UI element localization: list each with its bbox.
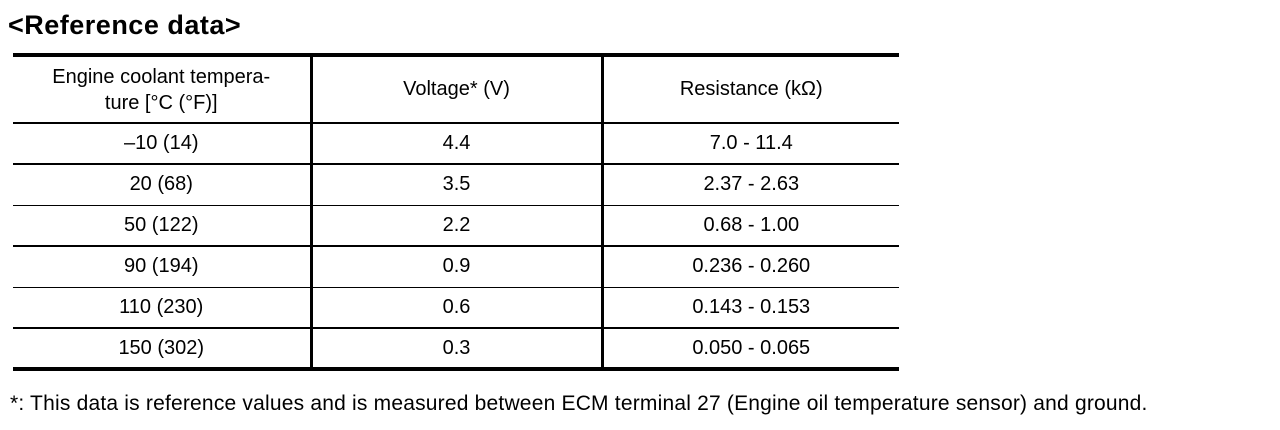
cell-temperature: –10 (14) (13, 123, 311, 165)
table-header-row: Engine coolant tempera- ture [°C (°F)] V… (13, 55, 899, 124)
cell-voltage: 0.3 (309, 328, 602, 369)
cell-voltage: 3.5 (309, 164, 602, 206)
column-header-resistance: Resistance (kΩ) (600, 55, 899, 124)
column-header-temperature: Engine coolant tempera- ture [°C (°F)] (13, 55, 311, 124)
cell-voltage: 2.2 (309, 205, 602, 247)
cell-voltage: 0.6 (309, 287, 602, 329)
table-row: –10 (14) 4.4 7.0 - 11.4 (13, 123, 899, 165)
cell-temperature: 20 (68) (13, 164, 311, 206)
cell-voltage: 0.9 (309, 246, 602, 288)
cell-temperature: 110 (230) (13, 287, 311, 329)
reference-table: Engine coolant tempera- ture [°C (°F)] V… (13, 53, 899, 371)
page-title: <Reference data> (8, 10, 242, 40)
table-row: 20 (68) 3.5 2.37 - 2.63 (13, 164, 899, 206)
cell-resistance: 0.050 - 0.065 (600, 328, 899, 369)
cell-resistance: 2.37 - 2.63 (600, 164, 899, 206)
reference-footnote: *: This data is reference values and is … (10, 392, 1148, 415)
cell-voltage: 4.4 (309, 123, 602, 165)
cell-resistance: 0.68 - 1.00 (600, 205, 899, 247)
table-row: 110 (230) 0.6 0.143 - 0.153 (13, 287, 899, 329)
table-row: 150 (302) 0.3 0.050 - 0.065 (13, 328, 899, 369)
cell-resistance: 0.143 - 0.153 (600, 287, 899, 329)
table-row: 50 (122) 2.2 0.68 - 1.00 (13, 205, 899, 247)
cell-resistance: 0.236 - 0.260 (600, 246, 899, 288)
column-header-voltage: Voltage* (V) (309, 55, 602, 124)
cell-resistance: 7.0 - 11.4 (600, 123, 899, 165)
table-row: 90 (194) 0.9 0.236 - 0.260 (13, 246, 899, 288)
cell-temperature: 90 (194) (13, 246, 311, 288)
cell-temperature: 150 (302) (118, 336, 205, 359)
cell-temperature: 50 (122) (13, 205, 311, 247)
